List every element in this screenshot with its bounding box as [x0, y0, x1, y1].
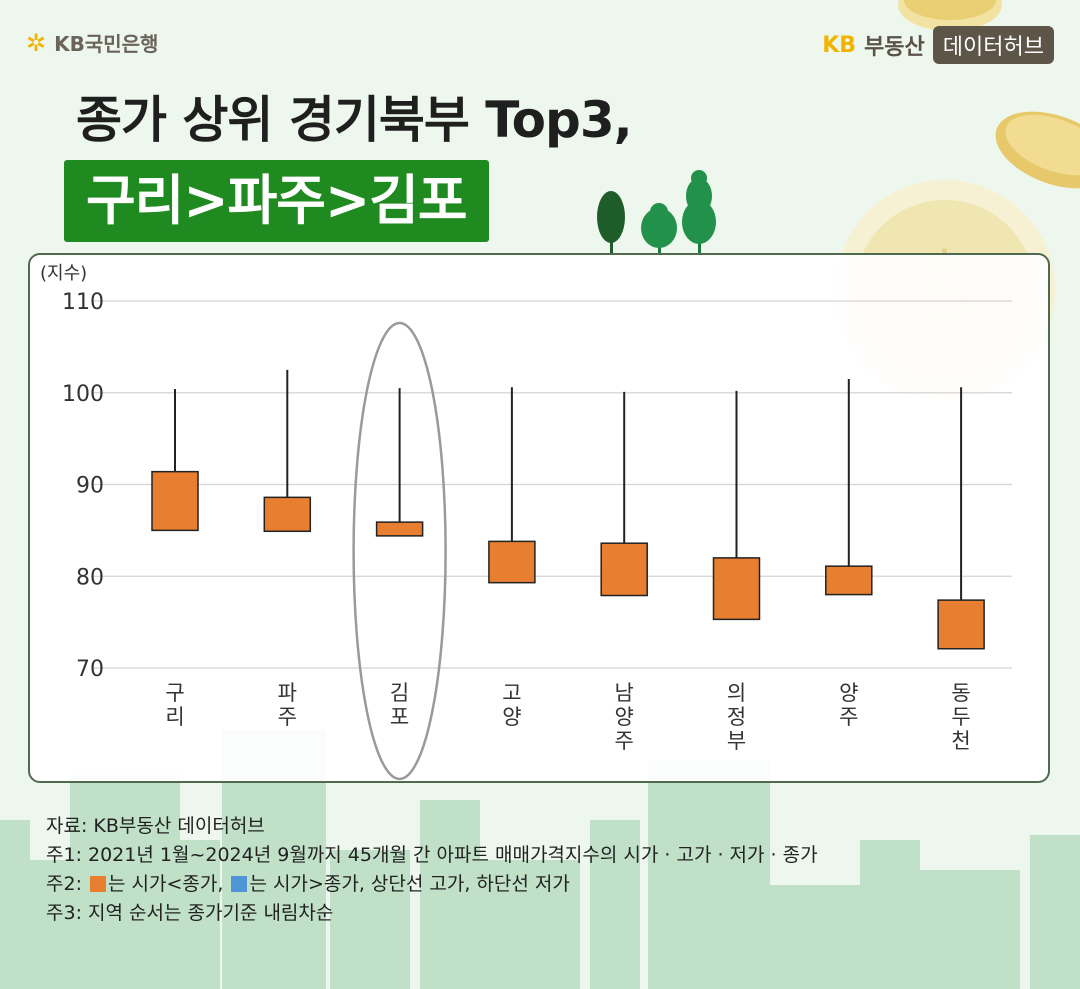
kb-star-icon: ✲ — [26, 28, 47, 57]
y-tick-90: 90 — [76, 474, 104, 499]
gridlines — [92, 300, 1012, 669]
kb-bank-logo-text: KB국민은행 — [54, 32, 159, 56]
candle-body-양주 — [825, 565, 873, 596]
note-2-prefix: 주2: — [46, 873, 89, 895]
y-tick-100: 100 — [62, 382, 104, 407]
candle-body-고양 — [488, 540, 536, 584]
note-2: 주2: 는 시가<종가, 는 시가>종가, 상단선 고가, 하단선 저가 — [46, 870, 818, 899]
headline-line-1: 종가 상위 경기북부 Top3, — [76, 91, 633, 149]
candle-body-구리 — [151, 470, 199, 532]
kb-realestate-hub-logo: KB 부동산 데이터허브 — [822, 26, 1054, 64]
up-color-swatch — [90, 876, 107, 892]
note-2-mid: 는 시가<종가, — [108, 873, 230, 895]
candle-body-파주 — [263, 496, 312, 533]
note-3: 주3: 지역 순서는 종가기준 내림차순 — [46, 902, 334, 924]
candles — [151, 369, 985, 650]
candle-파주 — [263, 369, 312, 533]
down-color-swatch — [231, 876, 248, 892]
candle-의정부 — [712, 390, 761, 621]
highlight-ring — [352, 321, 447, 781]
candle-김포 — [375, 388, 424, 537]
candle-body-남양주 — [600, 542, 648, 597]
y-tick-labels: 70 80 90 100 110 — [62, 290, 104, 682]
candle-고양 — [488, 387, 536, 584]
candle-body-동두천 — [937, 599, 985, 650]
candle-구리 — [151, 389, 199, 532]
headline-line-2: 구리>파주>김포 — [64, 160, 489, 242]
y-tick-110: 110 — [62, 290, 104, 315]
candle-body-의정부 — [712, 557, 761, 621]
city-skyline — [0, 730, 1080, 989]
x-tick-labels: 구 리 파 주 김 포 고 양 남 양 주 의 정 부 양 주 동 두 천 — [165, 681, 970, 753]
note-1: 주1: 2021년 1월~2024년 9월까지 45개월 간 아파트 매매가격지… — [46, 844, 818, 866]
y-tick-70: 70 — [76, 657, 104, 682]
y-axis-label: (지수) — [40, 263, 87, 284]
footnotes: 자료: KB부동산 데이터허브 주1: 2021년 1월~2024년 9월까지 … — [46, 812, 818, 928]
trees — [597, 170, 716, 254]
candle-양주 — [825, 378, 873, 596]
y-tick-80: 80 — [76, 565, 104, 590]
hub-logo-kb: KB — [822, 32, 857, 58]
candle-body-김포 — [375, 521, 424, 537]
kb-bank-logo: ✲ KB국민은행 — [26, 28, 158, 57]
candle-동두천 — [937, 387, 985, 650]
candle-남양주 — [600, 391, 648, 597]
note-2-suffix: 는 시가>종가, 상단선 고가, 하단선 저가 — [249, 873, 570, 895]
hub-logo-name: 부동산 — [864, 35, 925, 60]
hub-logo-tag: 데이터허브 — [932, 26, 1054, 64]
source-note: 자료: KB부동산 데이터허브 — [46, 815, 265, 837]
